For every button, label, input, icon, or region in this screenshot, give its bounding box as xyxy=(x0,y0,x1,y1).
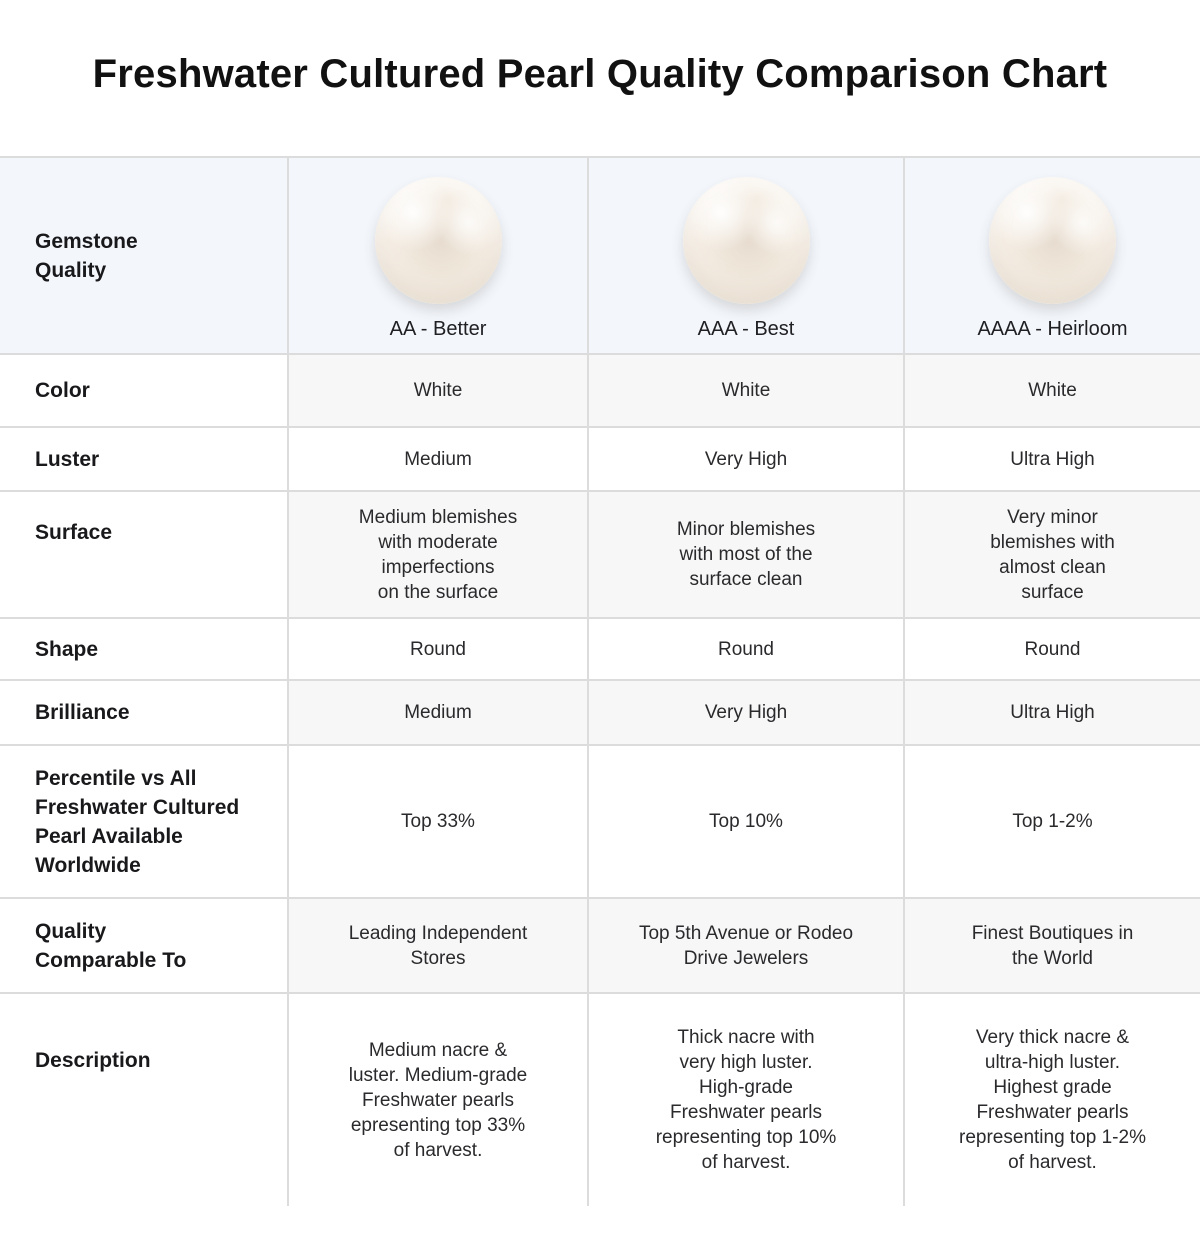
cell-comparable-aa: Leading Independent Stores xyxy=(289,899,587,992)
cell-comparable-aaa: Top 5th Avenue or Rodeo Drive Jewelers xyxy=(589,899,903,992)
cell-comparable-aaaa: Finest Boutiques in the World xyxy=(905,899,1200,992)
cell-percentile-aaa: Top 10% xyxy=(589,746,903,897)
pearl-image xyxy=(374,177,502,304)
cell-brilliance-aa: Medium xyxy=(289,681,587,744)
cell-percentile-aa: Top 33% xyxy=(289,746,587,897)
cell-shape-aaaa: Round xyxy=(905,619,1200,679)
row-label-description: Description xyxy=(0,994,287,1206)
cell-brilliance-aaa: Very High xyxy=(589,681,903,744)
cell-shape-aaa: Round xyxy=(589,619,903,679)
cell-luster-aaa: Very High xyxy=(589,428,903,490)
header-label-gemstone-quality: Gemstone Quality xyxy=(0,158,287,353)
row-label-luster: Luster xyxy=(0,428,287,490)
cell-description-aaaa: Very thick nacre & ultra-high luster. Hi… xyxy=(905,994,1200,1206)
row-label-quality-comparable-to: Quality Comparable To xyxy=(0,899,287,992)
grade-label-aaa: AAA - Best xyxy=(697,318,795,340)
row-label-percentile: Percentile vs All Freshwater Cultured Pe… xyxy=(0,746,287,897)
cell-description-aa: Medium nacre & luster. Medium-grade Fres… xyxy=(289,994,587,1206)
header-column-aa: AA - Better xyxy=(289,158,587,353)
row-label-surface: Surface xyxy=(0,492,287,617)
cell-surface-aa: Medium blemishes with moderate imperfect… xyxy=(289,492,587,617)
cell-color-aa: White xyxy=(289,355,587,426)
row-label-color: Color xyxy=(0,355,287,426)
row-label-brilliance: Brilliance xyxy=(0,681,287,744)
grade-label-aaaa: AAAA - Heirloom xyxy=(977,318,1128,340)
header-column-aaaa: AAAA - Heirloom xyxy=(905,158,1200,353)
pearl-quality-comparison-table: Gemstone Quality AA - Better AAA - Best … xyxy=(0,156,1200,1206)
cell-shape-aa: Round xyxy=(289,619,587,679)
header-column-aaa: AAA - Best xyxy=(589,158,903,353)
cell-color-aaaa: White xyxy=(905,355,1200,426)
pearl-image xyxy=(682,177,810,304)
row-label-shape: Shape xyxy=(0,619,287,679)
cell-surface-aaa: Minor blemishes with most of the surface… xyxy=(589,492,903,617)
cell-color-aaa: White xyxy=(589,355,903,426)
grade-label-aa: AA - Better xyxy=(389,318,487,340)
cell-percentile-aaaa: Top 1-2% xyxy=(905,746,1200,897)
cell-description-aaa: Thick nacre with very high luster. High-… xyxy=(589,994,903,1206)
cell-brilliance-aaaa: Ultra High xyxy=(905,681,1200,744)
pearl-image xyxy=(989,177,1116,304)
page-title: Freshwater Cultured Pearl Quality Compar… xyxy=(92,52,1108,96)
cell-luster-aaaa: Ultra High xyxy=(905,428,1200,490)
cell-surface-aaaa: Very minor blemishes with almost clean s… xyxy=(905,492,1200,617)
cell-luster-aa: Medium xyxy=(289,428,587,490)
